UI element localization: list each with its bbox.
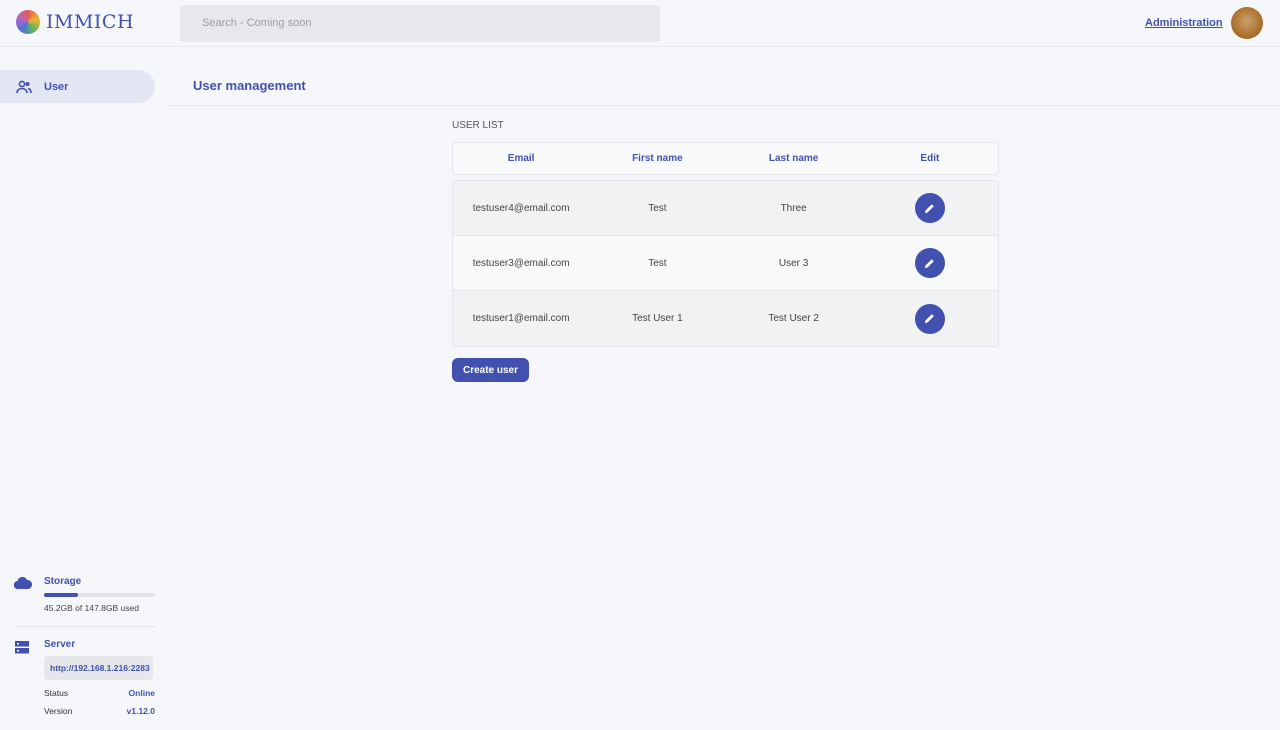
last-name-cell: Three bbox=[780, 202, 807, 214]
pencil-icon bbox=[925, 258, 935, 268]
logo[interactable]: IMMICH bbox=[16, 10, 134, 34]
administration-link[interactable]: Administration bbox=[1145, 17, 1223, 29]
page-title: User management bbox=[193, 78, 306, 93]
status-value: Online bbox=[128, 688, 155, 698]
divider bbox=[170, 105, 1280, 106]
server-icon bbox=[15, 641, 29, 654]
email-cell: testuser4@email.com bbox=[472, 202, 570, 214]
user-table: Email First name Last name Edit testuser… bbox=[452, 142, 999, 347]
server-label: Server bbox=[44, 639, 76, 650]
sidebar-item-user[interactable]: User bbox=[0, 70, 155, 103]
server-url: http://192.168.1.216:2283 bbox=[44, 656, 153, 680]
storage-bar bbox=[44, 593, 155, 597]
storage-usage: 45.2GB of 147.8GB used bbox=[44, 603, 139, 613]
last-name-cell: Test User 2 bbox=[768, 313, 819, 324]
column-edit: Edit bbox=[920, 153, 940, 164]
table-row: testuser4@email.com Test Three bbox=[453, 181, 998, 236]
server-section: Server http://192.168.1.216:2283 Status O… bbox=[14, 639, 155, 716]
sidebar-item-label: User bbox=[44, 80, 69, 93]
edit-user-button[interactable] bbox=[914, 303, 945, 334]
divider bbox=[14, 626, 155, 627]
status-label: Status bbox=[44, 688, 69, 698]
edit-user-button[interactable] bbox=[914, 193, 945, 223]
version-value: v1.12.0 bbox=[126, 706, 155, 716]
immich-logo-icon bbox=[16, 10, 40, 34]
section-title: USER LIST bbox=[452, 120, 504, 131]
table-row: testuser3@email.com Test User 3 bbox=[453, 236, 998, 291]
storage-label: Storage bbox=[44, 576, 82, 587]
column-last-name: Last name bbox=[768, 153, 819, 164]
edit-user-button[interactable] bbox=[914, 248, 945, 278]
search-input[interactable]: Search - Coming soon bbox=[180, 5, 660, 42]
cloud-icon bbox=[14, 577, 32, 589]
storage-section: Storage 45.2GB of 147.8GB used bbox=[14, 576, 155, 613]
pencil-icon bbox=[925, 314, 935, 324]
column-first-name: First name bbox=[632, 153, 683, 164]
table-row: testuser1@email.com Test User 1 Test Use… bbox=[453, 291, 998, 346]
column-email: Email bbox=[507, 153, 535, 164]
email-cell: testuser3@email.com bbox=[472, 257, 570, 269]
users-icon bbox=[16, 80, 32, 93]
email-cell: testuser1@email.com bbox=[472, 313, 570, 324]
logo-text: IMMICH bbox=[46, 11, 135, 33]
first-name-cell: Test bbox=[648, 257, 667, 269]
first-name-cell: Test bbox=[648, 202, 667, 214]
create-user-button[interactable]: Create user bbox=[452, 358, 529, 382]
avatar[interactable] bbox=[1231, 7, 1263, 39]
version-label: Version bbox=[44, 706, 73, 716]
last-name-cell: User 3 bbox=[778, 257, 809, 269]
top-bar: IMMICH Search - Coming soon Administrati… bbox=[0, 0, 1280, 47]
pencil-icon bbox=[925, 203, 935, 213]
first-name-cell: Test User 1 bbox=[632, 313, 683, 324]
table-header: Email First name Last name Edit bbox=[452, 142, 999, 175]
